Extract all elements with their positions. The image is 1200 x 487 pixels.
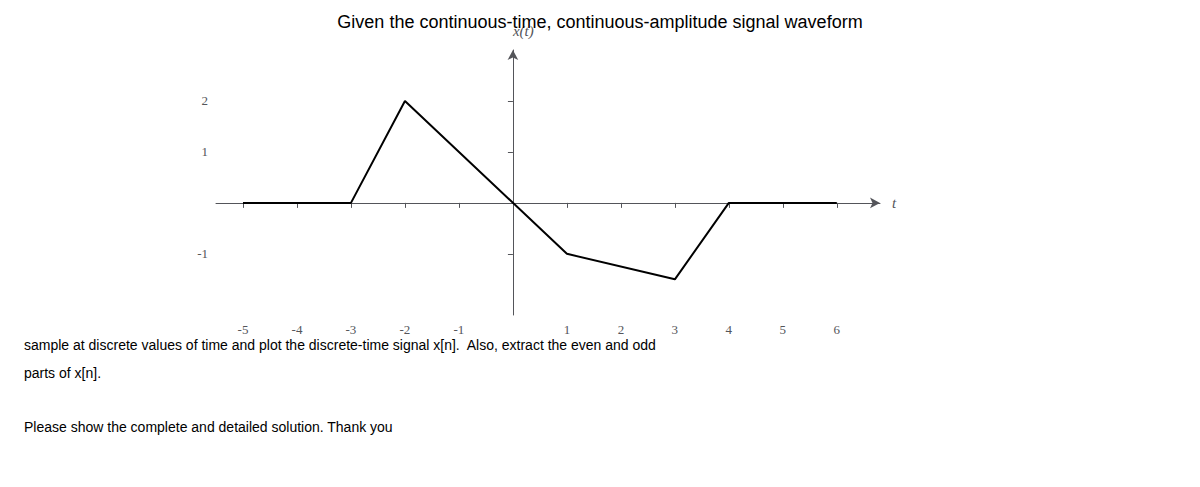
svg-text:-1: -1 bbox=[197, 246, 208, 261]
svg-text:3: 3 bbox=[672, 322, 679, 337]
svg-text:-5: -5 bbox=[238, 322, 249, 337]
svg-text:2: 2 bbox=[202, 93, 209, 108]
svg-text:1: 1 bbox=[564, 322, 571, 337]
svg-text:Given the continuous-time, con: Given the continuous-time, continuous-am… bbox=[337, 12, 862, 32]
svg-text:-2: -2 bbox=[400, 322, 411, 337]
svg-text:-4: -4 bbox=[292, 322, 303, 337]
svg-text:-3: -3 bbox=[346, 322, 357, 337]
svg-text:6: 6 bbox=[834, 322, 841, 337]
svg-text:t: t bbox=[892, 195, 897, 211]
svg-text:Please show the complete and d: Please show the complete and detailed so… bbox=[24, 419, 393, 435]
svg-text:-1: -1 bbox=[454, 322, 465, 337]
svg-text:4: 4 bbox=[726, 322, 733, 337]
svg-text:parts of x[n].: parts of x[n]. bbox=[24, 365, 101, 381]
svg-text:5: 5 bbox=[780, 322, 787, 337]
svg-text:2: 2 bbox=[618, 322, 625, 337]
svg-text:sample at discrete values of t: sample at discrete values of time and pl… bbox=[24, 337, 656, 353]
svg-text:1: 1 bbox=[202, 144, 209, 159]
